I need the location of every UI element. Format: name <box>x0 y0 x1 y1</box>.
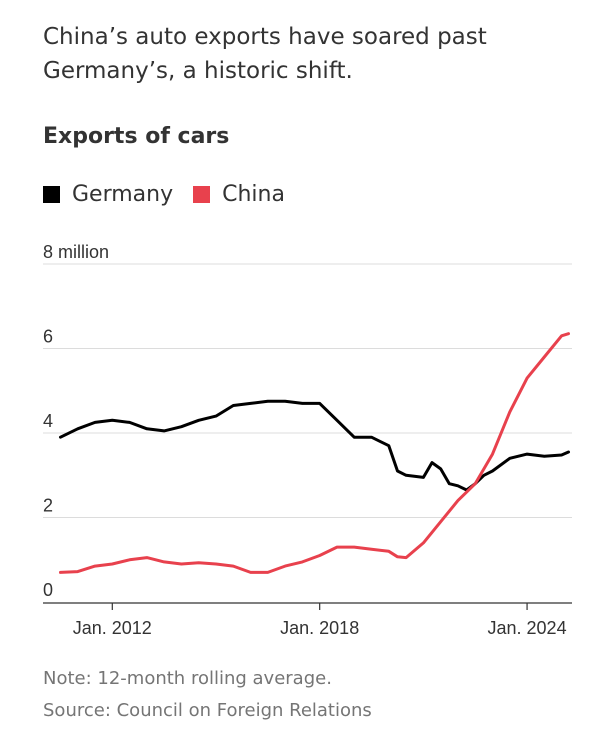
legend: Germany China <box>43 182 305 207</box>
series-line-china <box>59 332 570 574</box>
x-tick-label-2012: Jan. 2012 <box>73 618 152 638</box>
legend-item-china: China <box>193 182 285 207</box>
legend-swatch-germany <box>43 186 60 203</box>
x-tick-label-2024: Jan. 2024 <box>488 618 567 638</box>
legend-item-germany: Germany <box>43 182 173 207</box>
headline: China’s auto exports have soared past Ge… <box>43 24 487 84</box>
legend-label-germany: Germany <box>72 182 174 207</box>
chart-note: Note: 12-month rolling average. <box>43 668 332 689</box>
line-chart: 0 2 4 6 8 million Jan. 2012 Jan. 2018 Jan. 2024 <box>43 242 572 638</box>
y-tick-label-6: 6 <box>43 327 53 347</box>
series-line-germany <box>59 399 570 492</box>
y-tick-label-2: 2 <box>43 496 53 516</box>
y-tick-label-8: 8 million <box>43 242 109 262</box>
legend-swatch-china <box>193 186 211 203</box>
y-tick-label-0: 0 <box>43 580 53 600</box>
chart-title: Exports of cars <box>43 124 230 149</box>
x-tick-label-2018: Jan. 2018 <box>280 618 359 638</box>
legend-label-china: China <box>222 182 285 207</box>
chart-source: Source: Council on Foreign Relations <box>43 700 372 721</box>
y-tick-label-4: 4 <box>43 411 53 431</box>
